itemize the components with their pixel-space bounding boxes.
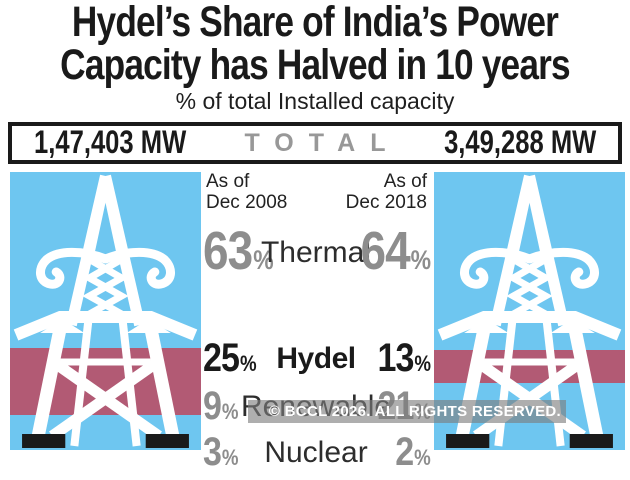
column-header-2018-line2: Dec 2018	[345, 192, 427, 213]
hydel-2008-value: 25 %	[203, 338, 257, 378]
copyright-watermark: © BCCL 2026. ALL RIGHTS RESERVED.	[248, 400, 566, 423]
category-label-nuclear: Nuclear	[264, 436, 368, 469]
category-label-thermal: Thermal	[260, 236, 372, 269]
thermal-2018-number: 64	[360, 221, 410, 281]
subtitle: % of total Installed capacity	[175, 88, 455, 114]
thermal-2008-value: 63 %	[203, 224, 274, 278]
column-header-2018: As of Dec 2018	[346, 171, 427, 213]
total-2018-value: 3,49,288 MW	[443, 124, 596, 160]
data-row-nuclear: 3 % Nuclear 2 %	[201, 430, 431, 472]
data-row-thermal: 63 % Thermal 64 %	[201, 224, 431, 278]
percent-sign: %	[221, 445, 239, 470]
percent-sign: %	[414, 445, 431, 470]
total-label: TOTAL	[244, 129, 401, 157]
nuclear-2018-value: 2 %	[395, 432, 431, 472]
nuclear-2008-number: 3	[203, 430, 222, 474]
hydel-2008-number: 25	[203, 336, 240, 380]
tower-panel-2008	[10, 172, 201, 450]
column-header-2008: As of Dec 2008	[206, 171, 287, 213]
column-header-2008-line2: Dec 2008	[206, 192, 288, 213]
thermal-2018-value: 64 %	[360, 224, 431, 278]
title-line-2: Capacity has Halved in 10 years	[60, 41, 570, 89]
percent-sign: %	[239, 351, 257, 376]
hydel-share-band-2018	[434, 350, 625, 383]
hydel-2018-value: 13 %	[377, 338, 431, 378]
hydel-2018-number: 13	[377, 336, 414, 380]
title-line-1: Hydel’s Share of India’s Power	[71, 0, 559, 46]
total-2008-value: 1,47,403 MW	[34, 124, 187, 160]
percent-sign: %	[414, 351, 431, 376]
nuclear-2018-number: 2	[395, 430, 414, 474]
thermal-2008-number: 63	[203, 221, 253, 281]
category-label-hydel: Hydel	[276, 342, 356, 375]
renewable-2008-number: 9	[203, 384, 222, 428]
renewable-2008-value: 9 %	[203, 386, 239, 426]
percent-sign: %	[221, 399, 239, 424]
transmission-tower-icon	[13, 174, 198, 448]
percent-sign: %	[253, 245, 274, 275]
column-header-2018-line1: As of	[383, 171, 427, 192]
total-capacity-bar: 1,47,403 MW TOTAL 3,49,288 MW	[8, 122, 622, 164]
page-title: Hydel’s Share of India’s Power Capacity …	[0, 1, 630, 87]
nuclear-2008-value: 3 %	[203, 432, 239, 472]
column-header-2008-line1: As of	[206, 171, 250, 192]
data-row-hydel: 25 % Hydel 13 %	[201, 336, 431, 378]
percent-sign: %	[410, 245, 431, 275]
